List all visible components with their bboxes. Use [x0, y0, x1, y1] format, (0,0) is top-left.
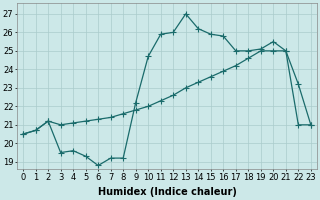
X-axis label: Humidex (Indice chaleur): Humidex (Indice chaleur): [98, 187, 236, 197]
